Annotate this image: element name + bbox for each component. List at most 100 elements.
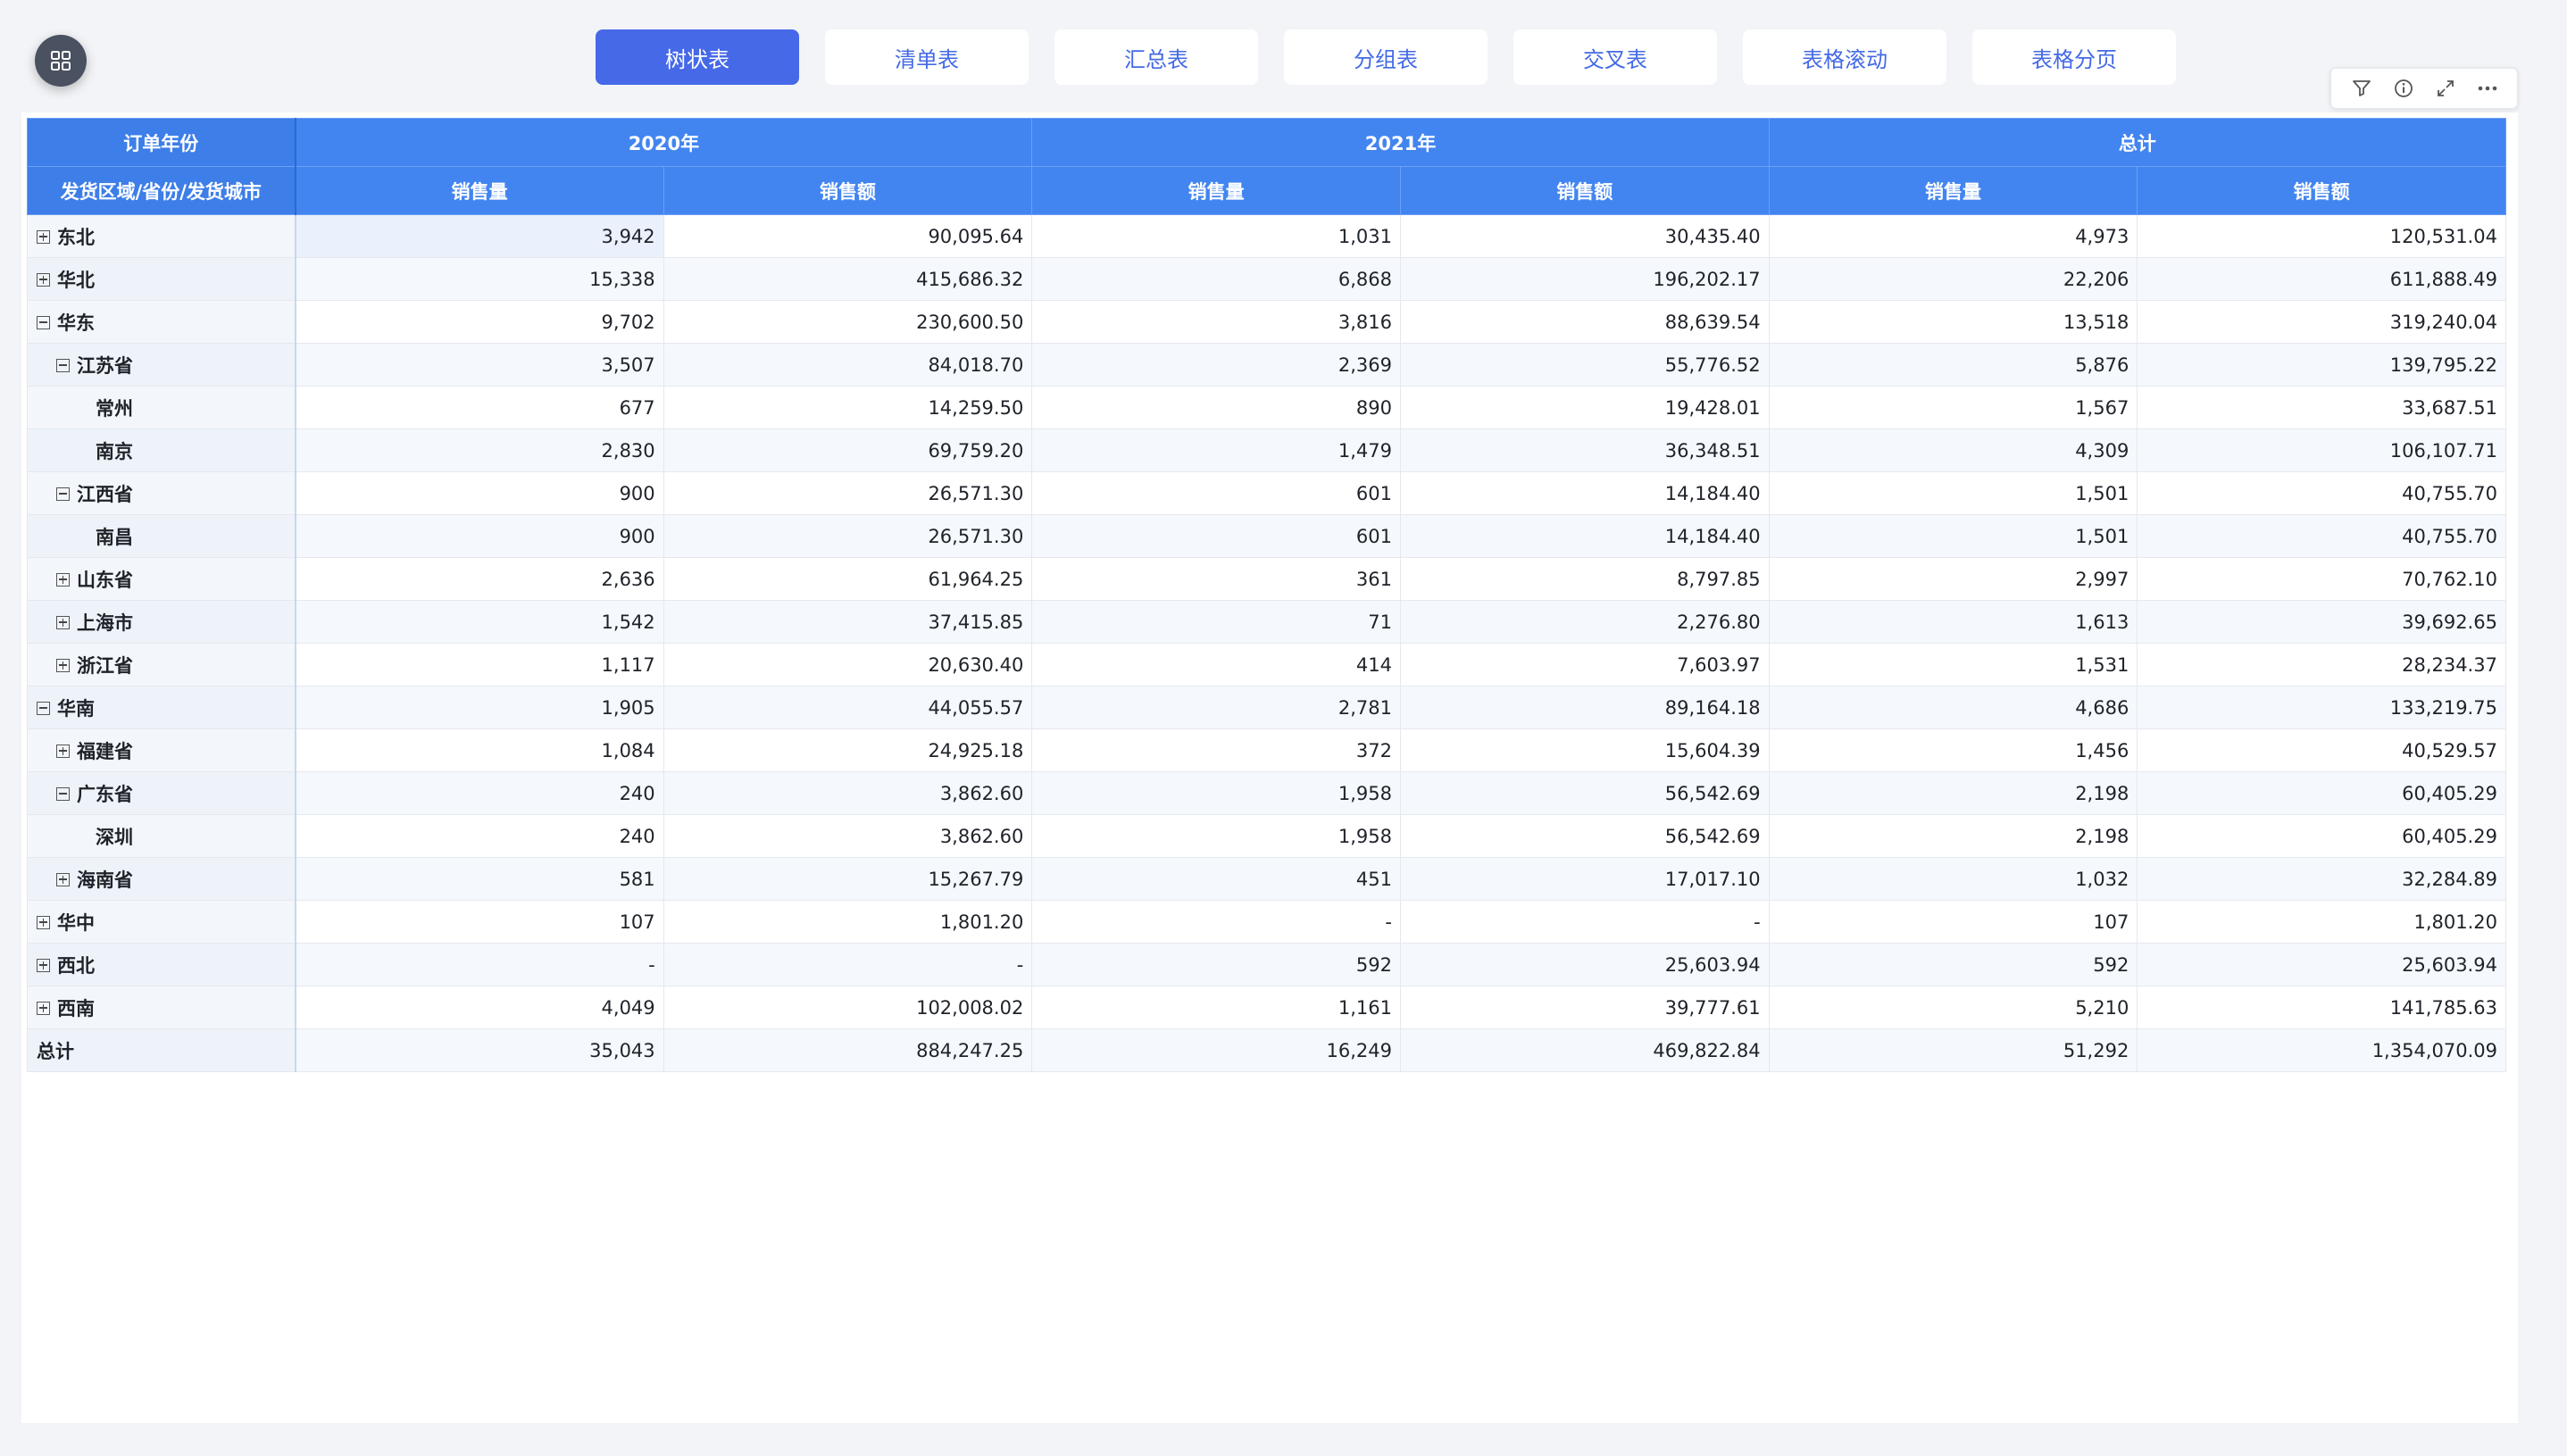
- table-row: 江西省 900 26,571.30 601 14,184.40 1,501 40,755.7…: [27, 471, 2506, 515]
- value-cell: 3,507: [295, 343, 664, 387]
- value-cell: 13,518: [1768, 300, 2138, 344]
- tab-cross-table[interactable]: 交叉表: [1513, 29, 1717, 85]
- row-header-cell[interactable]: 华中: [27, 900, 296, 944]
- row-label: 福建省: [77, 740, 133, 762]
- grid-icon: [51, 51, 71, 71]
- collapse-toggle-icon[interactable]: [56, 487, 70, 501]
- table-row: 华东 9,702 230,600.50 3,816 88,639.54 13,518 319…: [27, 300, 2506, 344]
- expand-toggle-icon[interactable]: [56, 744, 70, 758]
- row-header-cell[interactable]: 西北: [27, 943, 296, 986]
- value-cell: 2,198: [1768, 814, 2138, 858]
- tab-tree-table[interactable]: 树状表: [596, 29, 799, 85]
- value-cell: 90,095.64: [663, 214, 1033, 258]
- value-cell: 30,435.40: [1399, 214, 1770, 258]
- value-cell: 677: [295, 386, 664, 429]
- expand-toggle-icon[interactable]: [37, 915, 50, 929]
- value-cell: 16,249: [1031, 1028, 1401, 1072]
- expand-icon[interactable]: [2432, 75, 2459, 102]
- row-header-cell[interactable]: 华东: [27, 300, 296, 344]
- table-row: 浙江省 1,117 20,630.40 414 7,603.97 1,531 28,234.…: [27, 643, 2506, 686]
- tab-group-table[interactable]: 分组表: [1284, 29, 1488, 85]
- row-header-cell[interactable]: 江苏省: [27, 343, 296, 387]
- tab-summary-table[interactable]: 汇总表: [1054, 29, 1258, 85]
- info-icon[interactable]: [2390, 75, 2417, 102]
- column-header: 销售额: [1399, 166, 1770, 215]
- row-header-cell[interactable]: 福建省: [27, 728, 296, 772]
- row-header-cell[interactable]: 山东省: [27, 557, 296, 601]
- value-cell: 44,055.57: [663, 686, 1033, 729]
- value-cell: 1,567: [1768, 386, 2138, 429]
- value-cell: 1,542: [295, 600, 664, 644]
- expand-toggle-icon[interactable]: [37, 229, 50, 244]
- value-cell: 1,084: [295, 728, 664, 772]
- expand-toggle-icon[interactable]: [37, 958, 50, 972]
- row-header-cell: 南京: [27, 428, 296, 472]
- table-toolbar: [2330, 68, 2518, 109]
- tab-table-paging[interactable]: 表格分页: [1972, 29, 2176, 85]
- value-cell: 469,822.84: [1399, 1028, 1770, 1072]
- expand-toggle-icon[interactable]: [37, 1001, 50, 1015]
- value-cell: 3,816: [1031, 300, 1401, 344]
- value-cell: 1,501: [1768, 514, 2138, 558]
- value-cell: 601: [1031, 514, 1401, 558]
- filter-icon[interactable]: [2348, 75, 2375, 102]
- value-cell: 28,234.37: [2137, 643, 2506, 686]
- row-header-cell[interactable]: 西南: [27, 986, 296, 1029]
- value-cell: 1,958: [1031, 771, 1401, 815]
- value-cell: 15,267.79: [663, 857, 1033, 901]
- value-cell: 60,405.29: [2137, 771, 2506, 815]
- value-cell: 51,292: [1768, 1028, 2138, 1072]
- value-cell: 14,184.40: [1399, 471, 1770, 515]
- collapse-toggle-icon[interactable]: [37, 701, 50, 715]
- row-label: 江西省: [77, 483, 133, 505]
- value-cell: 55,776.52: [1399, 343, 1770, 387]
- expand-toggle-icon[interactable]: [56, 658, 70, 672]
- value-cell: 900: [295, 514, 664, 558]
- tree-table: 订单年份 2020年 2021年 总计 发货区域/省份/发货城市 销售量 销售额…: [27, 118, 2506, 1072]
- row-label: 华南: [57, 697, 95, 720]
- row-label: 山东省: [77, 569, 133, 591]
- row-header-cell[interactable]: 江西省: [27, 471, 296, 515]
- row-label: 西北: [57, 954, 95, 977]
- expand-toggle-icon[interactable]: [56, 572, 70, 587]
- expand-toggle-icon[interactable]: [37, 272, 50, 287]
- value-cell: 4,049: [295, 986, 664, 1029]
- app-menu-button[interactable]: [35, 35, 87, 87]
- row-header-cell[interactable]: 上海市: [27, 600, 296, 644]
- row-header-cell[interactable]: 华北: [27, 257, 296, 301]
- row-header-cell[interactable]: 海南省: [27, 857, 296, 901]
- collapse-toggle-icon[interactable]: [56, 786, 70, 801]
- collapse-toggle-icon[interactable]: [37, 315, 50, 329]
- value-cell: 1,501: [1768, 471, 2138, 515]
- value-cell: 56,542.69: [1399, 814, 1770, 858]
- table-row: 南京 2,830 69,759.20 1,479 36,348.51 4,309 106,1…: [27, 428, 2506, 472]
- row-header-cell[interactable]: 东北: [27, 214, 296, 258]
- row-header-cell[interactable]: 华南: [27, 686, 296, 729]
- table-row: 江苏省 3,507 84,018.70 2,369 55,776.52 5,876 139,…: [27, 343, 2506, 387]
- value-cell: 592: [1031, 943, 1401, 986]
- value-cell: 581: [295, 857, 664, 901]
- value-cell: 1,801.20: [663, 900, 1033, 944]
- value-cell: -: [1399, 900, 1770, 944]
- value-cell: 240: [295, 771, 664, 815]
- value-cell: 107: [295, 900, 664, 944]
- value-cell: 35,043: [295, 1028, 664, 1072]
- value-cell: 71: [1031, 600, 1401, 644]
- row-header-cell[interactable]: 广东省: [27, 771, 296, 815]
- collapse-toggle-icon[interactable]: [56, 358, 70, 372]
- table-row: 南昌 900 26,571.30 601 14,184.40 1,501 40,755.70: [27, 514, 2506, 558]
- table-row: 海南省 581 15,267.79 451 17,017.10 1,032 32,284.8…: [27, 857, 2506, 901]
- value-cell: 19,428.01: [1399, 386, 1770, 429]
- value-cell: 106,107.71: [2137, 428, 2506, 472]
- row-header-cell[interactable]: 浙江省: [27, 643, 296, 686]
- table-row: 西北 - -592 25,603.94 592 25,603.94: [27, 943, 2506, 986]
- row-header-cell: 南昌: [27, 514, 296, 558]
- tab-list-table[interactable]: 清单表: [825, 29, 1029, 85]
- value-cell: 20,630.40: [663, 643, 1033, 686]
- expand-toggle-icon[interactable]: [56, 872, 70, 886]
- row-label: 华中: [57, 911, 95, 934]
- value-cell: 40,529.57: [2137, 728, 2506, 772]
- more-icon[interactable]: [2474, 75, 2501, 102]
- tab-table-scroll[interactable]: 表格滚动: [1743, 29, 1946, 85]
- expand-toggle-icon[interactable]: [56, 615, 70, 629]
